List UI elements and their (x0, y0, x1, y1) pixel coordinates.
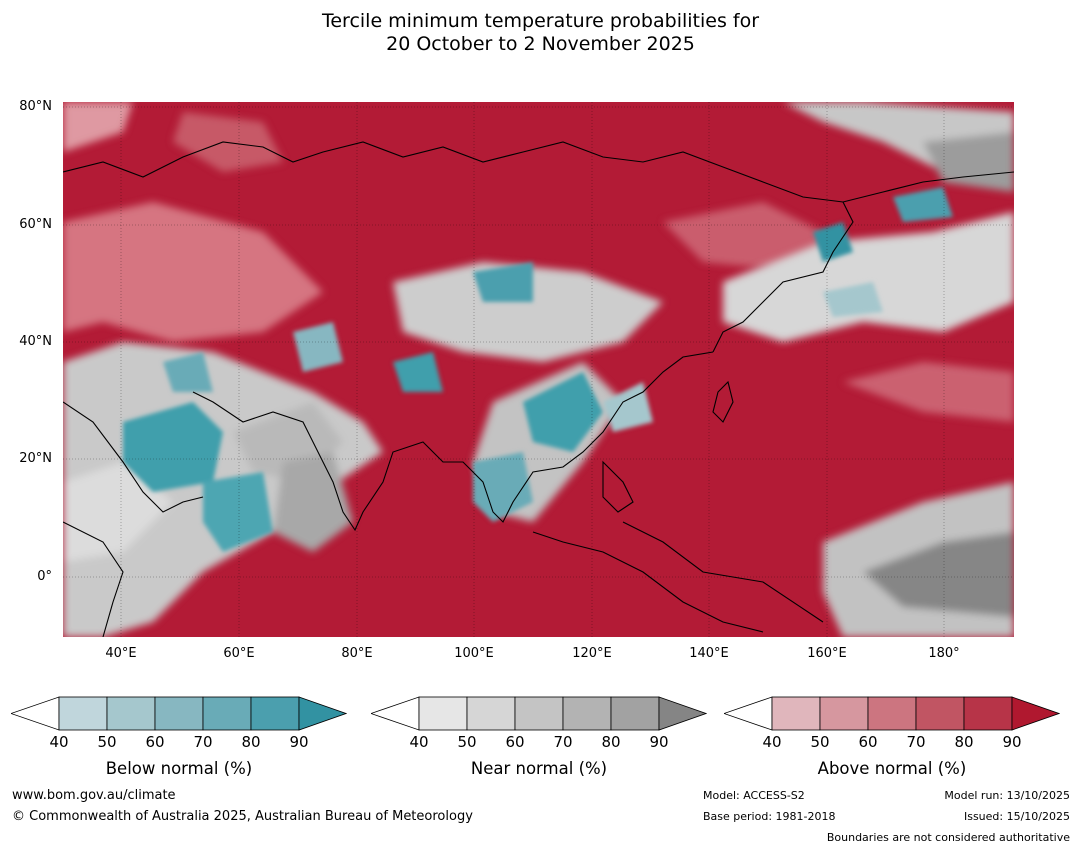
lon-label-120e: 120°E (572, 646, 612, 661)
colorbar-near-tick-90: 90 (649, 733, 669, 751)
colorbar-above-low-arrow (724, 696, 773, 731)
copyright-text: © Commonwealth of Australia 2025, Austra… (12, 809, 473, 824)
colorbar-near-bin-2 (514, 696, 564, 731)
lon-label-60e: 60°E (223, 646, 255, 661)
colorbar-above-bin-4 (963, 696, 1013, 731)
colorbar-below-tick-80: 80 (241, 733, 261, 751)
colorbar-near-bin-4 (610, 696, 660, 731)
colorbar-near-bin-1 (466, 696, 516, 731)
colorbar-below-ticks: 40 50 60 70 80 90 (11, 733, 347, 751)
lat-label-20n: 20°N (19, 451, 52, 466)
lon-label-160e: 160°E (807, 646, 847, 661)
colorbar-near-bin-3 (562, 696, 612, 731)
model-run-text: Model run: 13/10/2025 (944, 789, 1070, 802)
base-period-text: Base period: 1981-2018 (703, 810, 836, 823)
colorbar-above-tick-70: 70 (906, 733, 926, 751)
colorbar-above-bin-2 (867, 696, 917, 731)
lon-label-40e: 40°E (105, 646, 137, 661)
colorbar-above-tick-40: 40 (762, 733, 782, 751)
title-line-1: Tercile minimum temperature probabilitie… (321, 10, 760, 32)
colorbar-near-tick-50: 50 (457, 733, 477, 751)
colorbar-below-bin-0 (58, 696, 108, 731)
colorbar-below-bin-3 (202, 696, 252, 731)
lat-label-40n: 40°N (19, 334, 52, 349)
colorbar-below-tick-70: 70 (193, 733, 213, 751)
lat-label-0: 0° (37, 569, 52, 584)
lon-label-80e: 80°E (341, 646, 373, 661)
colorbar-above-tick-90: 90 (1002, 733, 1022, 751)
colorbar-near-tick-40: 40 (409, 733, 429, 751)
colorbar-below-tick-40: 40 (49, 733, 69, 751)
colorbar-below-tick-50: 50 (97, 733, 117, 751)
colorbar-near-tick-60: 60 (505, 733, 525, 751)
colorbar-below (11, 696, 347, 731)
below-normal-patches (123, 187, 953, 552)
colorbar-below-bin-4 (250, 696, 300, 731)
colorbar-below-label: Below normal (%) (105, 759, 253, 778)
lon-label-140e: 140°E (689, 646, 729, 661)
colorbar-below-bin-1 (106, 696, 156, 731)
coastlines (63, 141, 1014, 637)
above-normal-light-patches (63, 102, 1014, 422)
colorbar-above-tick-60: 60 (858, 733, 878, 751)
colorbar-near-low-arrow (371, 696, 420, 731)
probability-map (63, 102, 1014, 637)
website-link[interactable]: www.bom.gov.au/climate (12, 788, 176, 803)
colorbar-near-ticks: 40 50 60 70 80 90 (371, 733, 707, 751)
chart-title: Tercile minimum temperature probabilitie… (0, 10, 1081, 56)
colorbar-above (724, 696, 1060, 731)
title-line-2: 20 October to 2 November 2025 (386, 33, 695, 55)
colorbar-above-bin-0 (771, 696, 821, 731)
grid-lines (63, 102, 1014, 637)
colorbar-below-tick-90: 90 (289, 733, 309, 751)
model-text: Model: ACCESS-S2 (703, 789, 805, 802)
lon-label-100e: 100°E (454, 646, 494, 661)
colorbar-below-high-arrow (298, 696, 347, 731)
colorbar-near-tick-80: 80 (601, 733, 621, 751)
colorbar-near-high-arrow (658, 696, 707, 731)
lat-label-80n: 80°N (19, 99, 52, 114)
colorbar-above-bin-3 (915, 696, 965, 731)
lon-label-180: 180° (928, 646, 960, 661)
colorbar-below-tick-60: 60 (145, 733, 165, 751)
colorbar-above-bin-1 (819, 696, 869, 731)
colorbar-above-label: Above normal (%) (817, 759, 967, 778)
colorbar-below-low-arrow (11, 696, 60, 731)
colorbar-above-ticks: 40 50 60 70 80 90 (724, 733, 1060, 751)
disclaimer-text: Boundaries are not considered authoritat… (826, 831, 1070, 844)
colorbar-near-tick-70: 70 (553, 733, 573, 751)
colorbar-near (371, 696, 707, 731)
colorbar-above-high-arrow (1011, 696, 1060, 731)
colorbar-below-bin-2 (154, 696, 204, 731)
colorbar-near-bin-0 (418, 696, 468, 731)
colorbar-near-label: Near normal (%) (470, 759, 608, 778)
issued-text: Issued: 15/10/2025 (963, 810, 1070, 823)
lat-label-60n: 60°N (19, 217, 52, 232)
colorbar-above-tick-80: 80 (954, 733, 974, 751)
colorbar-above-tick-50: 50 (810, 733, 830, 751)
